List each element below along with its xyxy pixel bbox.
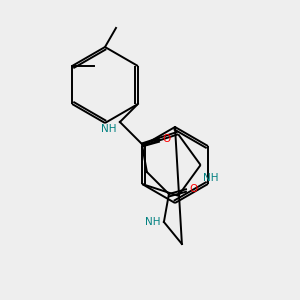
Text: NH: NH: [146, 217, 161, 227]
Text: NH: NH: [101, 124, 117, 134]
Text: O: O: [162, 134, 170, 144]
Text: NH: NH: [202, 173, 218, 183]
Text: O: O: [189, 184, 197, 194]
